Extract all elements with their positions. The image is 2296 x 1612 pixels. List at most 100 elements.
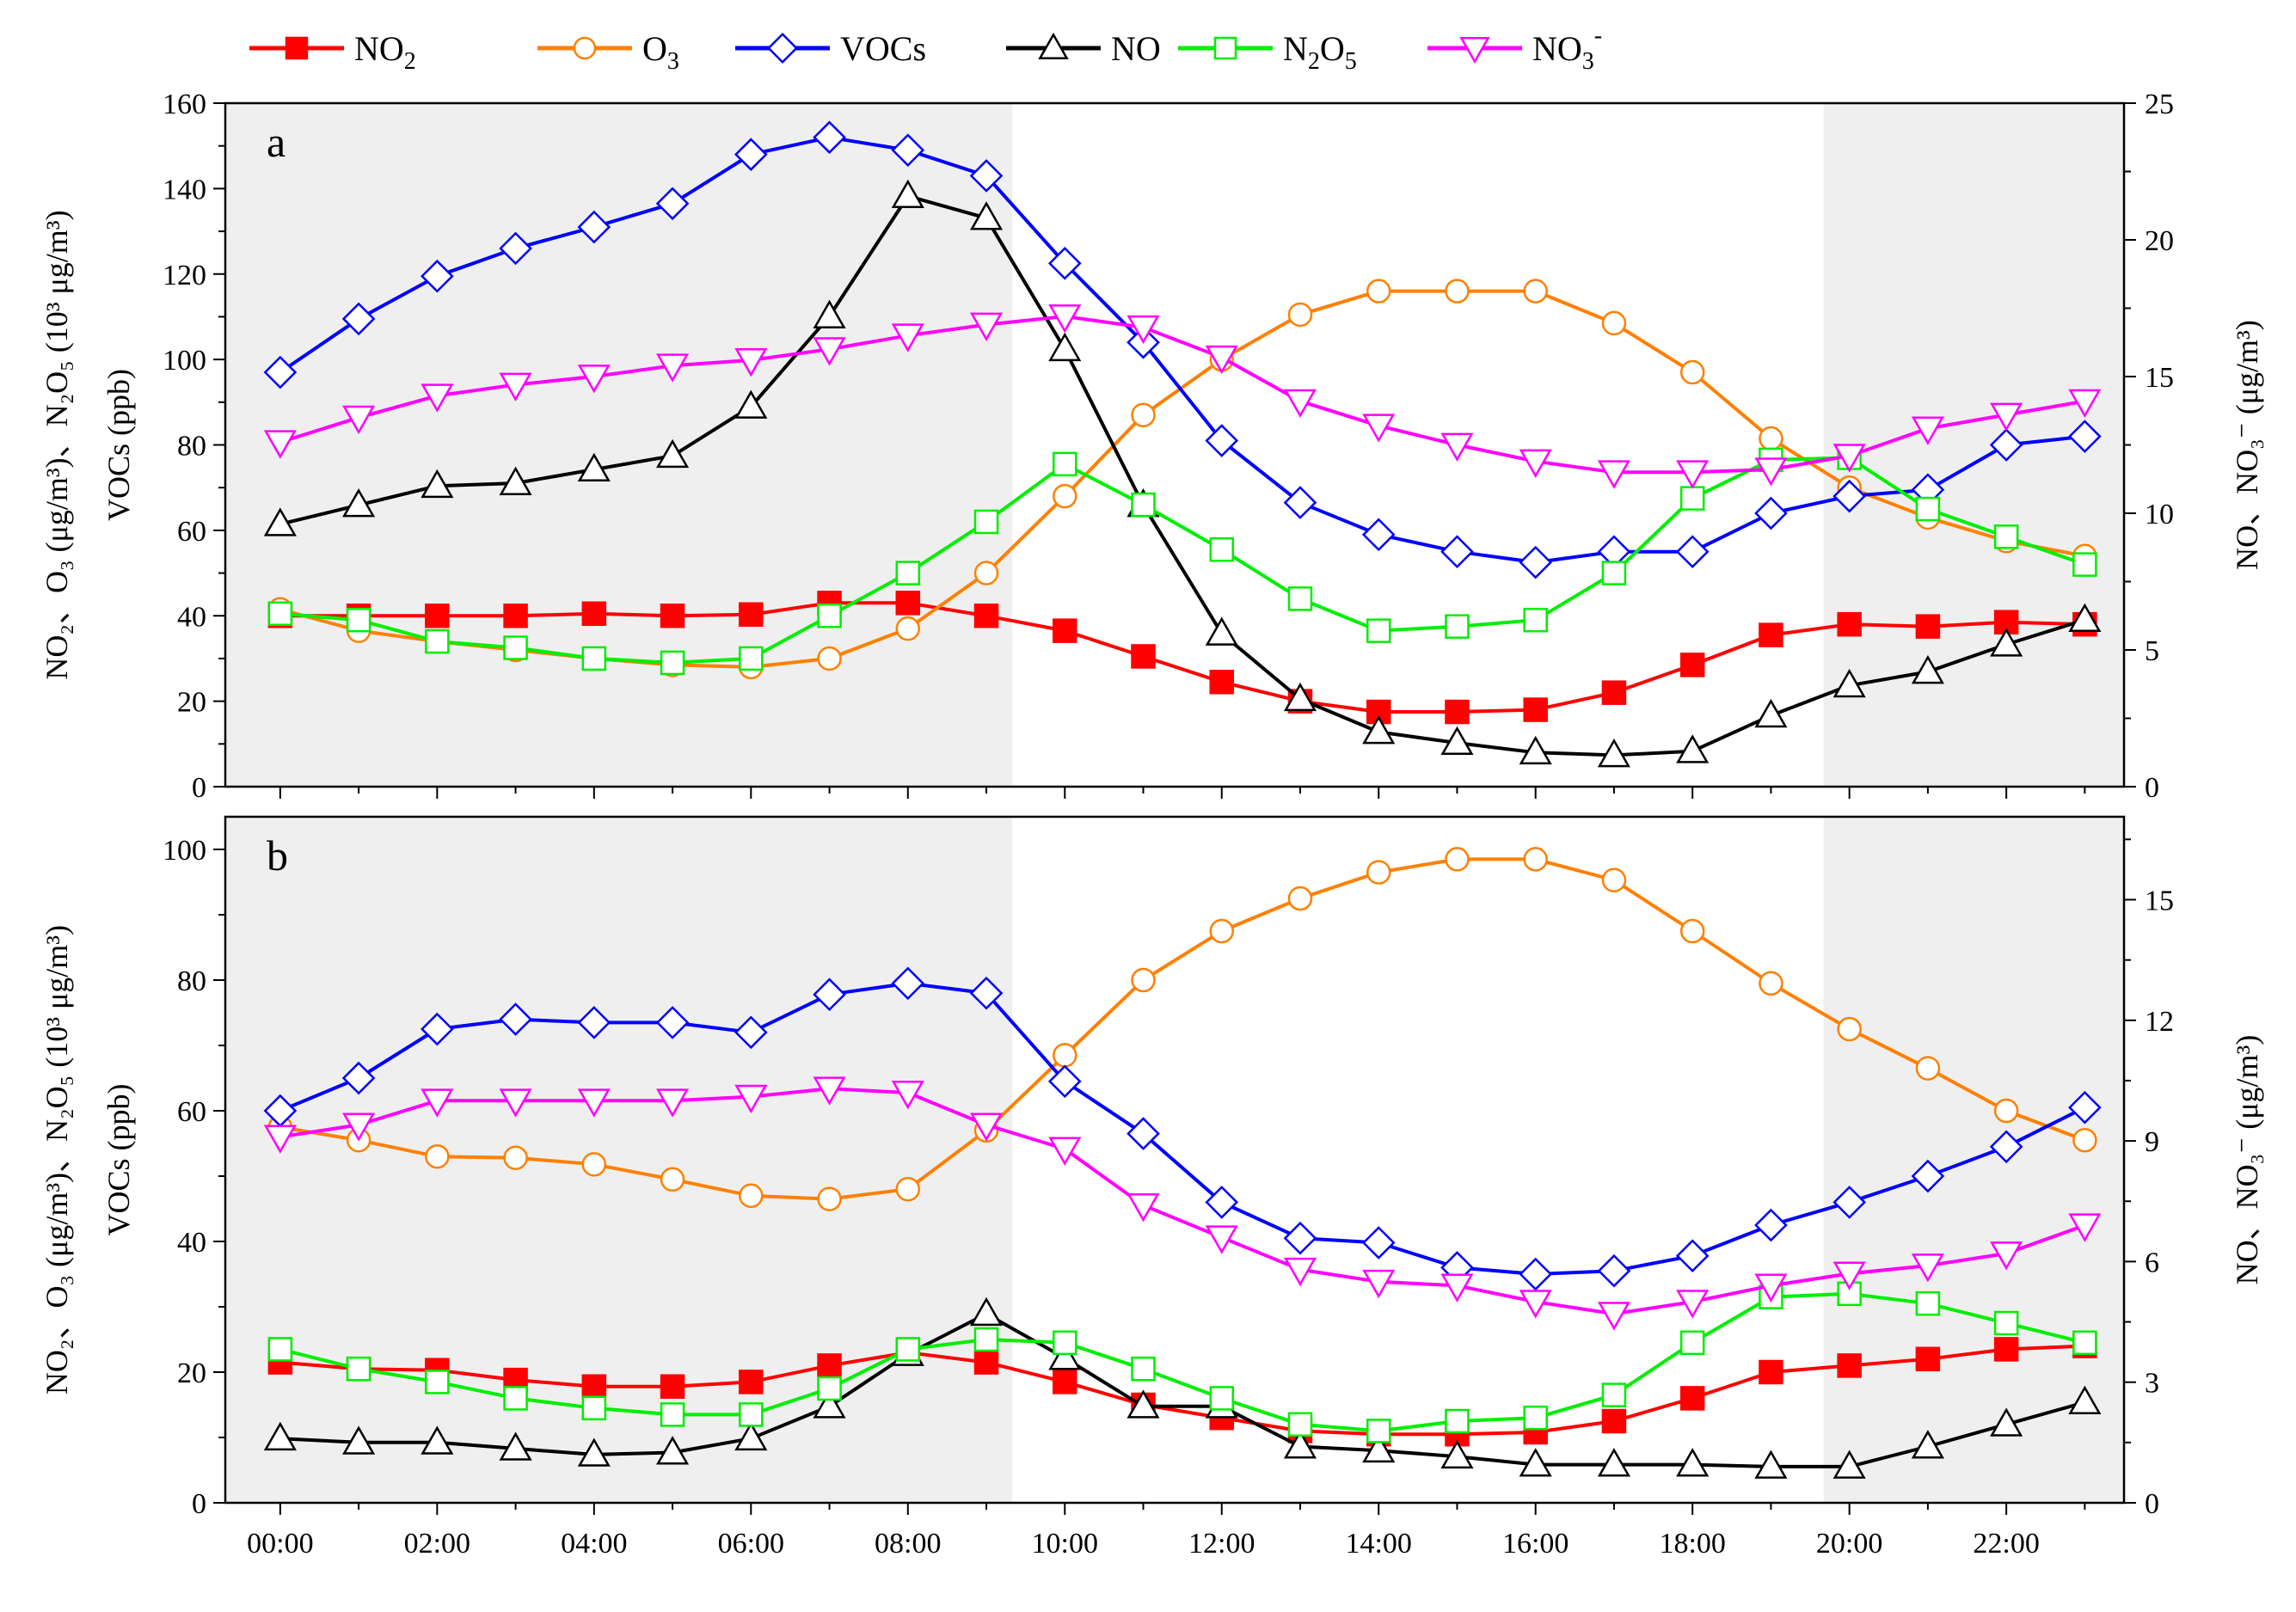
- data-point: [895, 561, 921, 585]
- data-point: [813, 120, 846, 155]
- x-tick-label: 08:00: [875, 1528, 941, 1560]
- data-point: [341, 1061, 376, 1095]
- data-point: [660, 650, 685, 676]
- data-point: [1915, 496, 1941, 522]
- data-point: [1990, 1407, 2023, 1437]
- data-point: [655, 187, 690, 221]
- data-point: [263, 430, 297, 459]
- data-point: [817, 604, 842, 628]
- data-point: [969, 201, 1004, 230]
- left-tick-label: 140: [163, 174, 206, 205]
- data-point: [1283, 682, 1317, 712]
- data-point: [421, 1088, 454, 1118]
- left-tick-label: 120: [163, 260, 206, 291]
- data-point: [1990, 628, 2023, 657]
- data-point: [656, 1436, 690, 1465]
- data-point: [1366, 1419, 1391, 1443]
- series-no2: [267, 591, 2097, 725]
- x-tick-label: 18:00: [1659, 1528, 1725, 1560]
- data-point: [1361, 1226, 1396, 1260]
- data-point: [581, 1395, 607, 1421]
- x-tick-label: 14:00: [1345, 1528, 1411, 1560]
- data-point: [1989, 1130, 2023, 1164]
- data-point: [1287, 586, 1313, 611]
- data-point: [813, 337, 846, 366]
- data-point: [577, 365, 611, 394]
- left-axis-title: NO₂、O₃ (μg/m³)、N₂O₅ (10³ μg/m³): [40, 210, 74, 679]
- data-point: [499, 1431, 532, 1461]
- left-tick-label: 20: [177, 1358, 206, 1389]
- data-point: [267, 1337, 293, 1362]
- data-point: [577, 1437, 611, 1467]
- data-point: [1754, 496, 1788, 530]
- data-point: [1287, 1412, 1313, 1437]
- data-point: [1131, 402, 1156, 427]
- data-point: [1440, 1273, 1474, 1302]
- data-point: [1833, 1186, 1866, 1219]
- data-point: [895, 591, 921, 616]
- data-point: [1519, 1290, 1552, 1319]
- data-point: [1519, 735, 1552, 765]
- right-tick-label: 10: [2145, 499, 2174, 530]
- data-point: [1759, 971, 1783, 996]
- left-axis-title: NO₂、O₃ (μg/m³)、N₂O₅ (10³ μg/m³): [40, 925, 74, 1394]
- data-point: [1911, 416, 1944, 445]
- data-point: [1445, 847, 1470, 872]
- data-point: [1993, 1310, 2019, 1336]
- data-point: [891, 323, 924, 352]
- data-point: [1361, 518, 1396, 552]
- data-point: [734, 1084, 768, 1114]
- data-point: [581, 601, 607, 627]
- data-point: [421, 383, 454, 413]
- data-point: [1675, 1239, 1710, 1273]
- data-point: [1205, 1225, 1238, 1254]
- right-axis-title: NO、NO₃⁻ (μg/m³): [2230, 1035, 2264, 1285]
- data-point: [969, 976, 1004, 1010]
- data-point: [503, 635, 528, 660]
- data-point: [969, 1296, 1004, 1327]
- data-point: [2068, 389, 2102, 419]
- data-point: [817, 1186, 842, 1211]
- right-tick-label: 12: [2145, 1006, 2174, 1038]
- data-point: [1283, 1257, 1317, 1287]
- legend-item-vocs: VOCs: [735, 29, 926, 68]
- data-point: [891, 133, 925, 167]
- panel-a: a 0 20 40 60 80 100 120 140 160 0 5 10 15 20 25 NO₂、O₃ (…: [40, 89, 2264, 804]
- right-tick-label: 15: [2145, 362, 2174, 394]
- left-axis-title-line2: VOCs (ppb): [101, 369, 136, 521]
- data-point: [342, 1112, 376, 1142]
- data-point: [1915, 1290, 1941, 1316]
- data-point: [1993, 1098, 2019, 1124]
- data-point: [1205, 616, 1238, 646]
- shaded-period-2: [1823, 103, 2124, 787]
- left-tick-label: 100: [163, 345, 206, 377]
- data-point: [2068, 1385, 2102, 1415]
- data-point: [499, 1088, 532, 1118]
- data-point: [577, 1006, 611, 1039]
- legend-item-n2o5: N2O5: [1178, 29, 1357, 75]
- data-point: [1911, 655, 1944, 684]
- legend-marker: [285, 36, 309, 60]
- x-tick-label: 22:00: [1973, 1528, 2039, 1560]
- data-point: [499, 231, 532, 266]
- data-point: [2068, 1090, 2102, 1125]
- data-point: [1362, 414, 1396, 443]
- data-point: [1209, 536, 1234, 562]
- data-point: [734, 138, 768, 171]
- data-point: [1127, 1192, 1160, 1223]
- data-point: [1445, 279, 1470, 303]
- x-tick-label: 04:00: [561, 1528, 627, 1560]
- data-point: [2068, 1213, 2102, 1242]
- data-point: [2072, 552, 2097, 577]
- right-tick-label: 0: [2145, 772, 2159, 804]
- plot-frame: [224, 815, 2126, 1505]
- right-tick-label: 20: [2145, 225, 2174, 257]
- series-no3: [263, 304, 2102, 489]
- left-tick-label: 40: [177, 1227, 206, 1259]
- data-point: [734, 1421, 768, 1451]
- data-point: [1601, 867, 1627, 892]
- data-point: [1127, 1389, 1160, 1419]
- data-point: [1837, 1016, 1862, 1042]
- data-point: [1754, 698, 1788, 728]
